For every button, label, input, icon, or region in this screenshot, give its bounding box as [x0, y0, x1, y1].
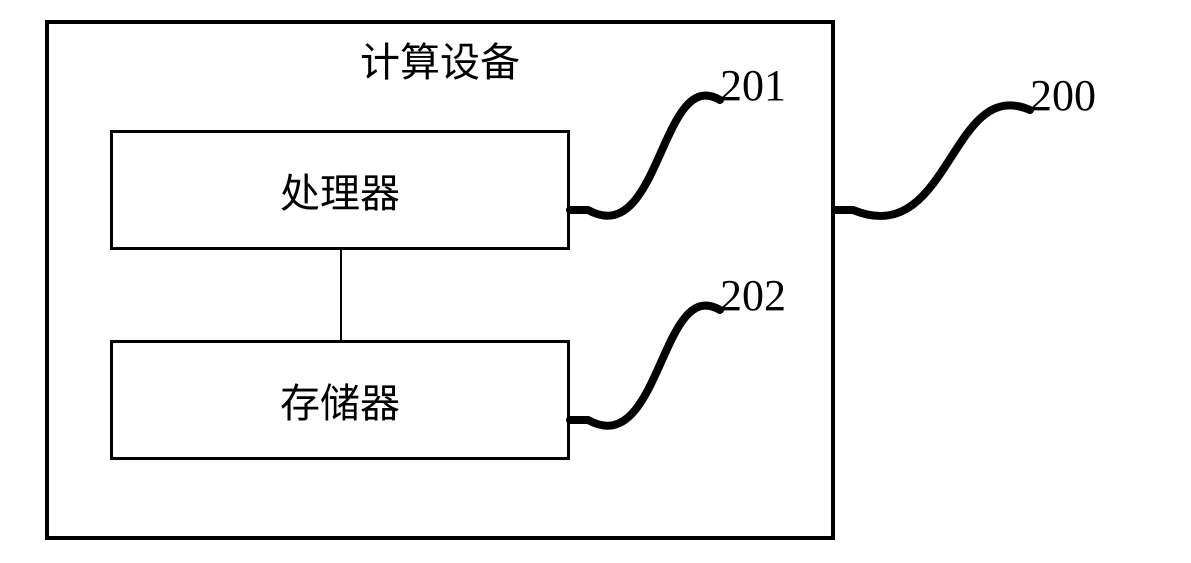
callout-label-200: 200: [1030, 70, 1096, 121]
memory-box: 存储器: [110, 340, 570, 460]
processor-label: 处理器: [280, 161, 400, 219]
processor-box: 处理器: [110, 130, 570, 250]
callout-label-202: 202: [720, 270, 786, 321]
connector-line: [340, 250, 342, 340]
memory-label: 存储器: [280, 371, 400, 429]
diagram-canvas: 计算设备 处理器 存储器 201 202 200: [0, 0, 1191, 563]
callout-label-201: 201: [720, 60, 786, 111]
outer-box-title: 计算设备: [360, 30, 520, 88]
